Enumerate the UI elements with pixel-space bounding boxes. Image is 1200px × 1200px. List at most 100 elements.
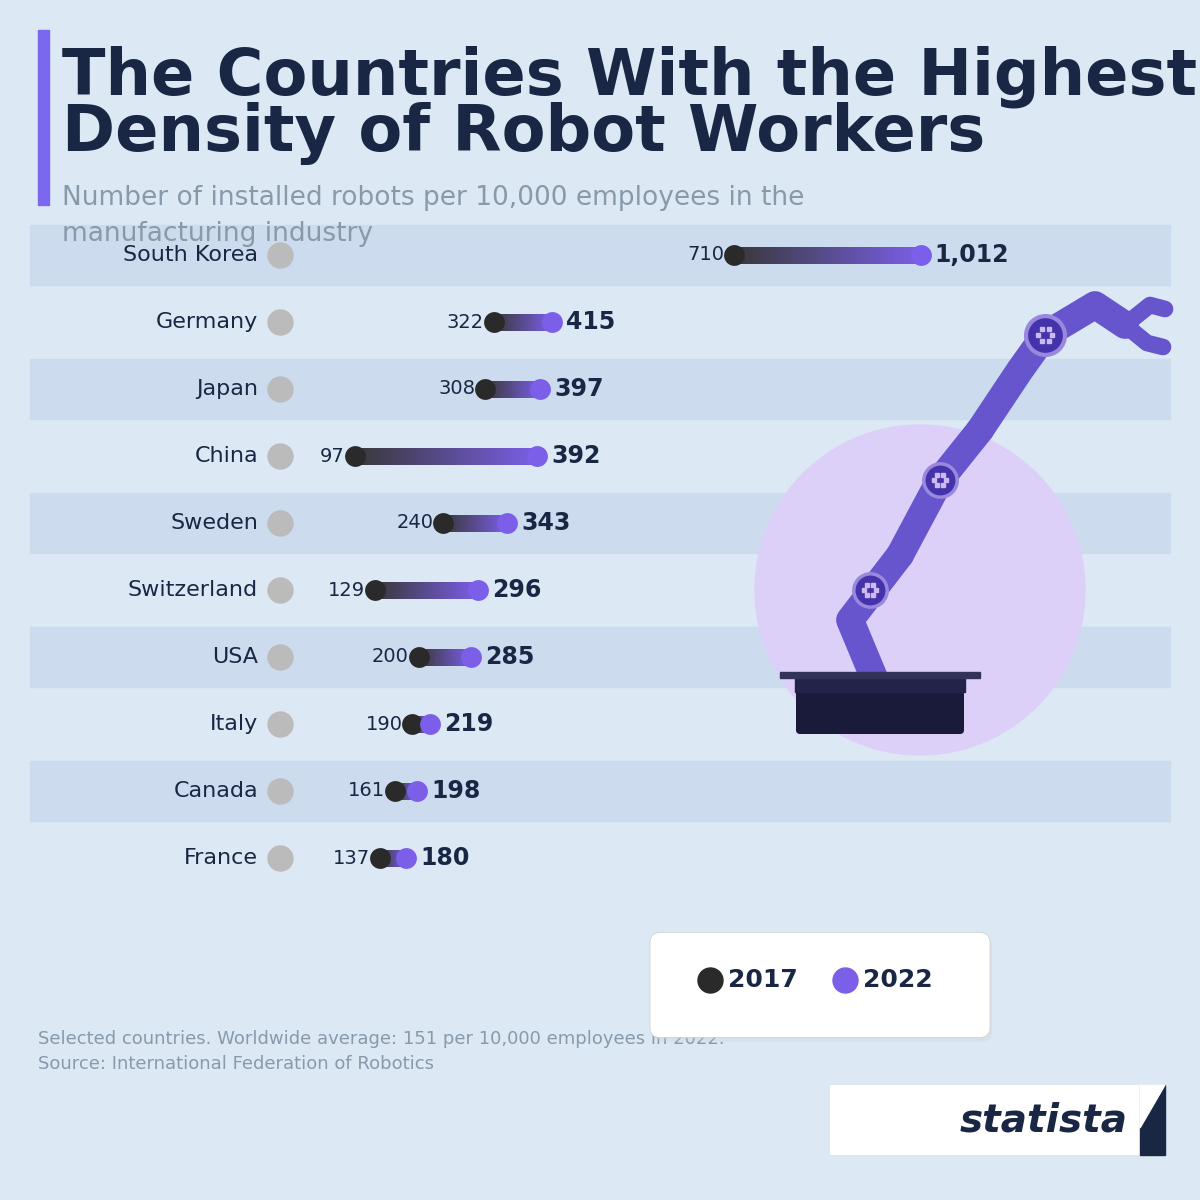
Bar xyxy=(401,582,403,599)
Bar xyxy=(391,850,392,866)
Bar xyxy=(408,782,409,799)
Bar xyxy=(428,648,430,666)
Bar xyxy=(421,715,424,732)
Bar xyxy=(402,850,403,866)
Bar xyxy=(524,380,526,397)
Bar xyxy=(486,380,488,397)
Bar xyxy=(750,246,752,264)
Bar xyxy=(517,380,520,397)
Bar xyxy=(402,850,403,866)
Bar xyxy=(548,313,551,330)
Text: China: China xyxy=(194,446,258,466)
Bar xyxy=(444,648,445,666)
Bar xyxy=(498,380,499,397)
Bar xyxy=(466,582,468,599)
Bar xyxy=(426,715,427,732)
Bar xyxy=(413,715,414,732)
Bar xyxy=(396,850,397,866)
Bar xyxy=(504,448,506,464)
Bar xyxy=(478,515,480,532)
Bar xyxy=(515,313,517,330)
Bar xyxy=(547,313,548,330)
Bar xyxy=(827,246,830,264)
Bar xyxy=(414,715,415,732)
Bar xyxy=(403,782,404,799)
Bar xyxy=(460,648,462,666)
Bar xyxy=(396,782,397,799)
Bar xyxy=(538,380,540,397)
Bar xyxy=(451,648,454,666)
Bar xyxy=(426,715,427,732)
Bar xyxy=(372,448,374,464)
Bar xyxy=(874,246,877,264)
Bar xyxy=(492,448,494,464)
Bar xyxy=(527,448,529,464)
Bar xyxy=(516,380,517,397)
Text: France: France xyxy=(184,848,258,868)
Bar xyxy=(440,648,442,666)
Bar xyxy=(430,715,431,732)
Bar xyxy=(527,380,528,397)
Bar xyxy=(540,380,541,397)
Bar xyxy=(392,850,395,866)
Bar xyxy=(415,782,416,799)
Bar xyxy=(414,715,415,732)
Bar xyxy=(394,850,395,866)
Bar xyxy=(392,448,396,464)
Bar xyxy=(409,582,412,599)
Bar xyxy=(798,246,800,264)
Bar xyxy=(485,515,486,532)
Bar xyxy=(461,448,464,464)
Bar xyxy=(388,850,390,866)
Bar xyxy=(490,380,491,397)
Bar xyxy=(498,313,499,330)
Bar xyxy=(404,582,407,599)
Bar xyxy=(491,515,492,532)
Bar xyxy=(421,648,424,666)
Text: 415: 415 xyxy=(565,310,614,334)
Bar xyxy=(404,850,406,866)
Bar xyxy=(402,448,404,464)
Bar xyxy=(904,246,906,264)
Bar xyxy=(790,246,793,264)
Bar xyxy=(422,715,424,732)
Bar xyxy=(538,313,539,330)
Bar xyxy=(544,313,546,330)
Bar xyxy=(407,782,409,799)
Bar xyxy=(468,515,470,532)
Bar xyxy=(425,715,427,732)
Bar xyxy=(503,515,504,532)
Bar xyxy=(469,448,472,464)
Bar xyxy=(532,313,533,330)
Bar xyxy=(400,850,402,866)
Bar xyxy=(430,715,431,732)
Bar xyxy=(522,448,524,464)
Bar xyxy=(373,448,376,464)
Bar xyxy=(414,715,416,732)
Bar xyxy=(498,313,499,330)
Bar xyxy=(502,313,504,330)
Bar xyxy=(884,246,888,264)
Bar xyxy=(910,246,912,264)
Bar xyxy=(419,715,420,732)
Bar xyxy=(420,582,422,599)
Bar xyxy=(428,648,430,666)
Bar xyxy=(420,582,421,599)
Bar xyxy=(408,782,409,799)
Bar xyxy=(383,582,385,599)
Bar xyxy=(419,715,420,732)
Bar xyxy=(515,380,516,397)
Bar xyxy=(374,582,377,599)
Bar xyxy=(506,313,509,330)
Bar xyxy=(458,648,460,666)
Text: Canada: Canada xyxy=(173,781,258,802)
Bar xyxy=(792,246,794,264)
Bar xyxy=(407,448,409,464)
Bar xyxy=(426,582,427,599)
Bar xyxy=(402,850,404,866)
Bar xyxy=(445,648,448,666)
Bar xyxy=(444,515,446,532)
Bar xyxy=(475,515,478,532)
Bar xyxy=(445,515,446,532)
Bar xyxy=(378,448,380,464)
